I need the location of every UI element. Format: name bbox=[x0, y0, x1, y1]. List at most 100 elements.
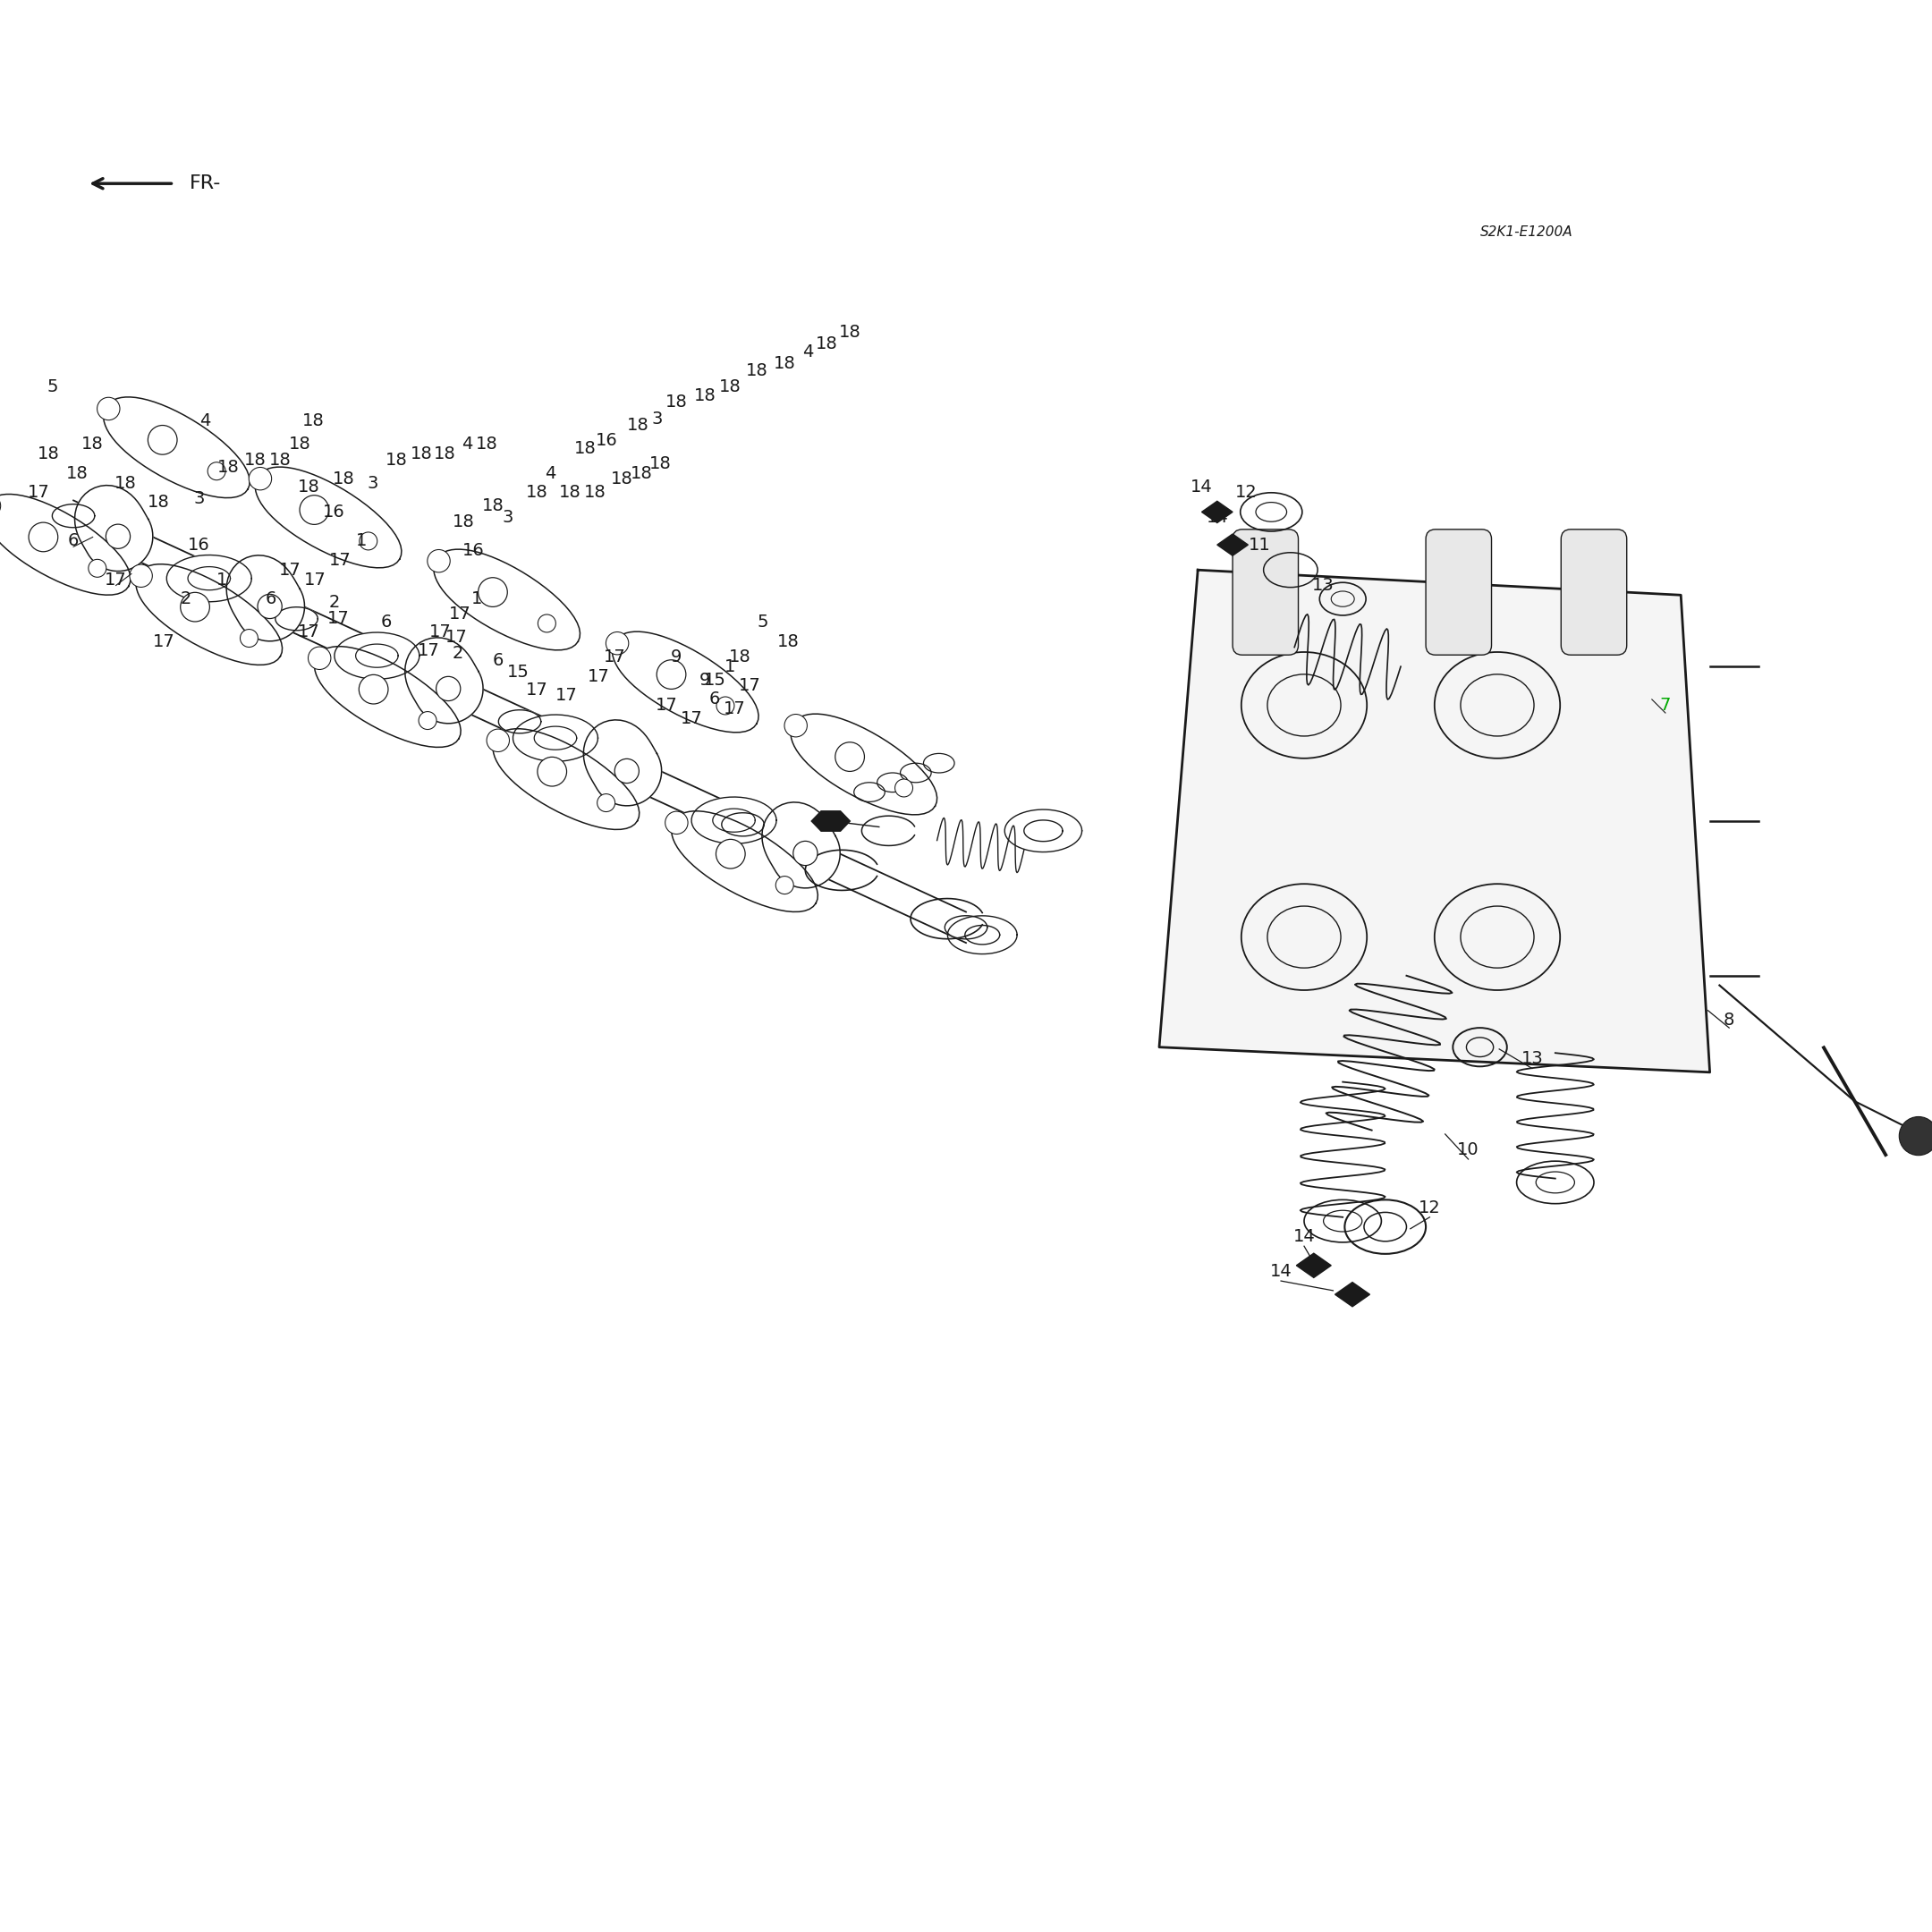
Text: 18: 18 bbox=[665, 394, 688, 410]
Text: 17: 17 bbox=[444, 630, 468, 645]
Text: 17: 17 bbox=[448, 607, 471, 622]
Text: 17: 17 bbox=[104, 572, 128, 587]
Text: FR-: FR- bbox=[189, 174, 220, 193]
Text: 16: 16 bbox=[462, 543, 485, 558]
Polygon shape bbox=[104, 398, 249, 498]
Text: 5: 5 bbox=[757, 614, 769, 630]
Circle shape bbox=[207, 462, 226, 479]
Circle shape bbox=[657, 661, 686, 690]
Polygon shape bbox=[0, 495, 131, 595]
Text: 18: 18 bbox=[301, 413, 325, 429]
Text: 17: 17 bbox=[526, 682, 549, 697]
Text: 18: 18 bbox=[147, 495, 170, 510]
Text: 18: 18 bbox=[243, 452, 267, 468]
Polygon shape bbox=[1335, 1283, 1370, 1306]
Text: 18: 18 bbox=[574, 440, 597, 456]
Text: 17: 17 bbox=[738, 678, 761, 694]
FancyBboxPatch shape bbox=[1561, 529, 1627, 655]
Text: 18: 18 bbox=[384, 452, 408, 468]
Text: 18: 18 bbox=[815, 336, 838, 352]
Text: 17: 17 bbox=[723, 701, 746, 717]
Polygon shape bbox=[1217, 533, 1248, 556]
Circle shape bbox=[1899, 1117, 1932, 1155]
Polygon shape bbox=[672, 811, 817, 912]
Text: 18: 18 bbox=[611, 471, 634, 487]
Text: S2K1-E1200A: S2K1-E1200A bbox=[1480, 226, 1573, 238]
Text: 13: 13 bbox=[1520, 1051, 1544, 1066]
Text: 18: 18 bbox=[269, 452, 292, 468]
Circle shape bbox=[794, 840, 817, 866]
Circle shape bbox=[129, 564, 153, 587]
Text: 2: 2 bbox=[328, 595, 340, 611]
Polygon shape bbox=[1159, 570, 1710, 1072]
Polygon shape bbox=[166, 554, 251, 601]
Text: 17: 17 bbox=[278, 562, 301, 578]
Text: 17: 17 bbox=[327, 611, 350, 626]
Polygon shape bbox=[276, 607, 317, 630]
Text: 18: 18 bbox=[728, 649, 752, 665]
Text: 18: 18 bbox=[583, 485, 607, 500]
Text: 18: 18 bbox=[475, 437, 498, 452]
Circle shape bbox=[29, 522, 58, 553]
Circle shape bbox=[257, 595, 282, 618]
Text: 6: 6 bbox=[381, 614, 392, 630]
Circle shape bbox=[717, 838, 746, 869]
Circle shape bbox=[97, 398, 120, 419]
Circle shape bbox=[427, 549, 450, 572]
Circle shape bbox=[614, 759, 639, 782]
Polygon shape bbox=[1296, 1254, 1331, 1277]
Text: 6: 6 bbox=[709, 692, 721, 707]
Circle shape bbox=[249, 468, 272, 491]
Text: 15: 15 bbox=[703, 672, 726, 688]
Text: 17: 17 bbox=[328, 553, 352, 568]
Circle shape bbox=[89, 560, 106, 578]
Polygon shape bbox=[406, 638, 483, 723]
Text: 12: 12 bbox=[1235, 485, 1258, 500]
Text: 7: 7 bbox=[1660, 697, 1671, 713]
FancyBboxPatch shape bbox=[1233, 529, 1298, 655]
Text: 17: 17 bbox=[429, 624, 452, 639]
Circle shape bbox=[597, 794, 614, 811]
Circle shape bbox=[835, 742, 864, 771]
Circle shape bbox=[149, 425, 178, 454]
Polygon shape bbox=[692, 798, 777, 844]
Text: 3: 3 bbox=[651, 412, 663, 427]
Text: 1: 1 bbox=[724, 659, 736, 674]
Text: 1: 1 bbox=[471, 591, 483, 607]
Text: 12: 12 bbox=[1418, 1200, 1441, 1215]
Text: 9: 9 bbox=[699, 672, 711, 688]
Text: 18: 18 bbox=[838, 325, 862, 340]
Text: 18: 18 bbox=[649, 456, 672, 471]
Text: 6: 6 bbox=[68, 533, 79, 549]
Circle shape bbox=[665, 811, 688, 835]
Text: 18: 18 bbox=[452, 514, 475, 529]
Text: 6: 6 bbox=[493, 653, 504, 668]
Polygon shape bbox=[790, 715, 937, 815]
Text: 14: 14 bbox=[1190, 479, 1213, 495]
Text: 17: 17 bbox=[153, 634, 176, 649]
Text: 2: 2 bbox=[452, 645, 464, 661]
Circle shape bbox=[359, 531, 377, 551]
Circle shape bbox=[487, 728, 510, 752]
Polygon shape bbox=[723, 813, 765, 837]
Text: 5: 5 bbox=[46, 379, 58, 394]
Text: 4: 4 bbox=[802, 344, 813, 359]
Text: 8: 8 bbox=[1723, 1012, 1735, 1028]
Polygon shape bbox=[135, 564, 282, 665]
Text: 6: 6 bbox=[265, 591, 276, 607]
Polygon shape bbox=[498, 709, 541, 734]
Text: 18: 18 bbox=[630, 466, 653, 481]
Polygon shape bbox=[945, 916, 987, 939]
Text: 18: 18 bbox=[433, 446, 456, 462]
Polygon shape bbox=[334, 632, 419, 680]
Polygon shape bbox=[761, 802, 840, 889]
Text: 1: 1 bbox=[355, 533, 367, 549]
Text: 14: 14 bbox=[1269, 1264, 1293, 1279]
Circle shape bbox=[307, 647, 330, 670]
Text: 17: 17 bbox=[655, 697, 678, 713]
Text: 17: 17 bbox=[554, 688, 578, 703]
Text: 18: 18 bbox=[37, 446, 60, 462]
Text: 17: 17 bbox=[587, 668, 611, 684]
Text: 11: 11 bbox=[1248, 537, 1271, 553]
Text: 16: 16 bbox=[323, 504, 346, 520]
